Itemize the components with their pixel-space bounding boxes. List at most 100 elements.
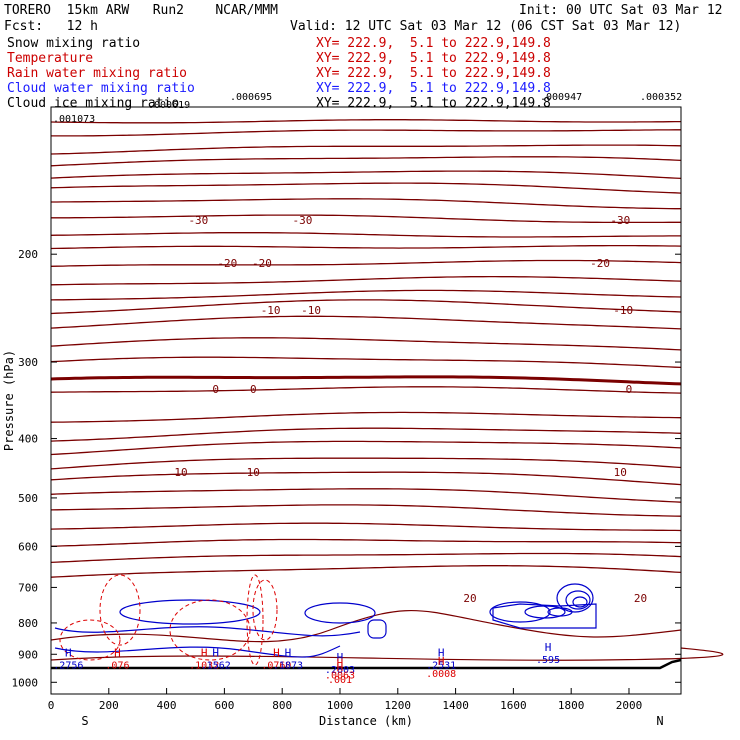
- isotherm-line: [50, 156, 682, 167]
- maximum-marker: H: [337, 656, 344, 669]
- y-axis-title: Pressure (hPa): [2, 350, 16, 451]
- cloud-water-contour: [565, 590, 591, 610]
- y-tick-label: 200: [18, 248, 38, 261]
- isotherm-line: [50, 522, 682, 532]
- maximum-marker: H: [438, 655, 445, 668]
- maximum-marker: H: [201, 647, 208, 660]
- field-name-snow: Snow mixing ratio: [7, 36, 141, 51]
- isotherm-line: [50, 232, 681, 238]
- isotherm-line: [50, 488, 682, 503]
- isotherm-label: -20: [590, 257, 610, 270]
- maximum-marker: H: [212, 647, 219, 660]
- field-name-cloud-water: Cloud water mixing ratio: [7, 81, 195, 96]
- maximum-marker: H: [114, 647, 121, 660]
- maximum-value: .595: [536, 655, 560, 666]
- cloud-water-contour: [572, 596, 588, 608]
- maximum-marker: H: [337, 661, 344, 674]
- terrain-line: [51, 658, 682, 670]
- isotherm-line: [50, 337, 682, 351]
- isotherm-line: [50, 119, 681, 124]
- rain-contour: [99, 574, 141, 646]
- field-xy-rain: XY= 222.9, 5.1 to 222.9,149.8: [316, 66, 551, 81]
- isotherm-line: [50, 315, 682, 330]
- y-tick-label: 400: [18, 433, 38, 446]
- isotherm-line: [50, 170, 682, 180]
- isotherm-label: -30: [188, 214, 208, 227]
- maximum-marker: H: [438, 647, 445, 660]
- rain-contours: [59, 574, 278, 666]
- isotherm-line: [50, 411, 682, 423]
- isotherm-label: -10: [261, 304, 281, 317]
- cloud-water-contour: [54, 626, 361, 637]
- isotherm-line: [50, 647, 724, 661]
- cloud-water-contours: [54, 583, 597, 658]
- isotherm-line: [50, 552, 682, 564]
- isotherm-line: [50, 471, 682, 486]
- snow-label: .001073: [53, 114, 95, 125]
- isotherm-line: [50, 386, 682, 394]
- isotherm-line: [50, 289, 682, 301]
- x-tick-label: 1600: [500, 699, 527, 712]
- y-tick-label: 300: [18, 356, 38, 369]
- x-tick-label: 400: [157, 699, 177, 712]
- maximum-value: .1562: [201, 661, 231, 672]
- x-tick-label: 1000: [327, 699, 354, 712]
- rain-contour: [169, 599, 251, 661]
- cloud-water-contour: [524, 605, 566, 619]
- field-xy-snow: XY= 222.9, 5.1 to 222.9,149.8: [316, 36, 551, 51]
- field-name-rain: Rain water mixing ratio: [7, 66, 188, 81]
- x-end-label-right: N: [656, 714, 663, 728]
- cloud-water-contour: [547, 607, 573, 617]
- isotherm-line: [50, 538, 682, 547]
- snow-label: .000352: [640, 92, 682, 103]
- snow-label: .000947: [540, 92, 582, 103]
- isotherm-label: 20: [634, 592, 647, 605]
- cloud-water-contour: [119, 599, 261, 625]
- y-tick-label: 600: [18, 540, 38, 553]
- isotherm-label: 10: [614, 466, 627, 479]
- isotherm-label: 0: [250, 383, 257, 396]
- forecast-hour: Fcst: 12 h: [4, 19, 98, 34]
- y-tick-label: 1000: [12, 676, 39, 689]
- isotherm-line: [50, 375, 682, 386]
- y-tick-label: 700: [18, 581, 38, 594]
- rain-contour: [252, 579, 278, 641]
- maximum-value: .001: [328, 675, 352, 686]
- init-time: Init: 00 UTC Sat 03 Mar 12: [519, 3, 723, 18]
- snow-label: .000695: [230, 92, 272, 103]
- isotherm-label: -10: [301, 304, 321, 317]
- isotherm-label: -30: [292, 214, 312, 227]
- isotherm-line: [50, 610, 682, 643]
- x-end-label-left: S: [81, 714, 88, 728]
- field-name-temperature: Temperature: [7, 51, 94, 66]
- isotherm-label: 20: [463, 592, 476, 605]
- contour-labels: -30 -30 -30 -20 -20 -20 -10 -10 -10 0 0 0 10 10 10 20 20…: [53, 92, 682, 686]
- isotherm-line: [50, 244, 682, 250]
- isotherm-line: [50, 504, 682, 517]
- maximum-marker: H: [545, 641, 552, 654]
- cloud-water-contour: [304, 602, 376, 624]
- isotherm-line: [50, 144, 682, 155]
- isotherm-label: 0: [626, 383, 633, 396]
- isotherm-line: [50, 182, 682, 194]
- isotherm-line: [51, 198, 681, 210]
- isotherm-label: -20: [217, 257, 237, 270]
- cloud-water-contour: [492, 603, 597, 629]
- x-tick-label: 1200: [385, 699, 412, 712]
- maximum-value: .076: [105, 661, 129, 672]
- isotherm-line: [51, 129, 681, 137]
- isotherm-line: [50, 259, 682, 267]
- isotherm-line: [50, 440, 682, 456]
- field-xy-cloud-water: XY= 222.9, 5.1 to 222.9,149.8: [316, 81, 551, 96]
- isotherm-label: 0: [212, 383, 219, 396]
- maximum-value: .2531: [426, 661, 456, 672]
- cloud-water-contour: [367, 619, 387, 639]
- x-tick-label: 1400: [442, 699, 469, 712]
- maximum-value: .0760: [261, 661, 291, 672]
- isotherm-label: 10: [247, 466, 260, 479]
- isotherm-label: -30: [610, 214, 630, 227]
- maximum-value: .0063: [325, 670, 355, 681]
- valid-time: Valid: 12 UTC Sat 03 Mar 12 (06 CST Sat …: [290, 19, 682, 34]
